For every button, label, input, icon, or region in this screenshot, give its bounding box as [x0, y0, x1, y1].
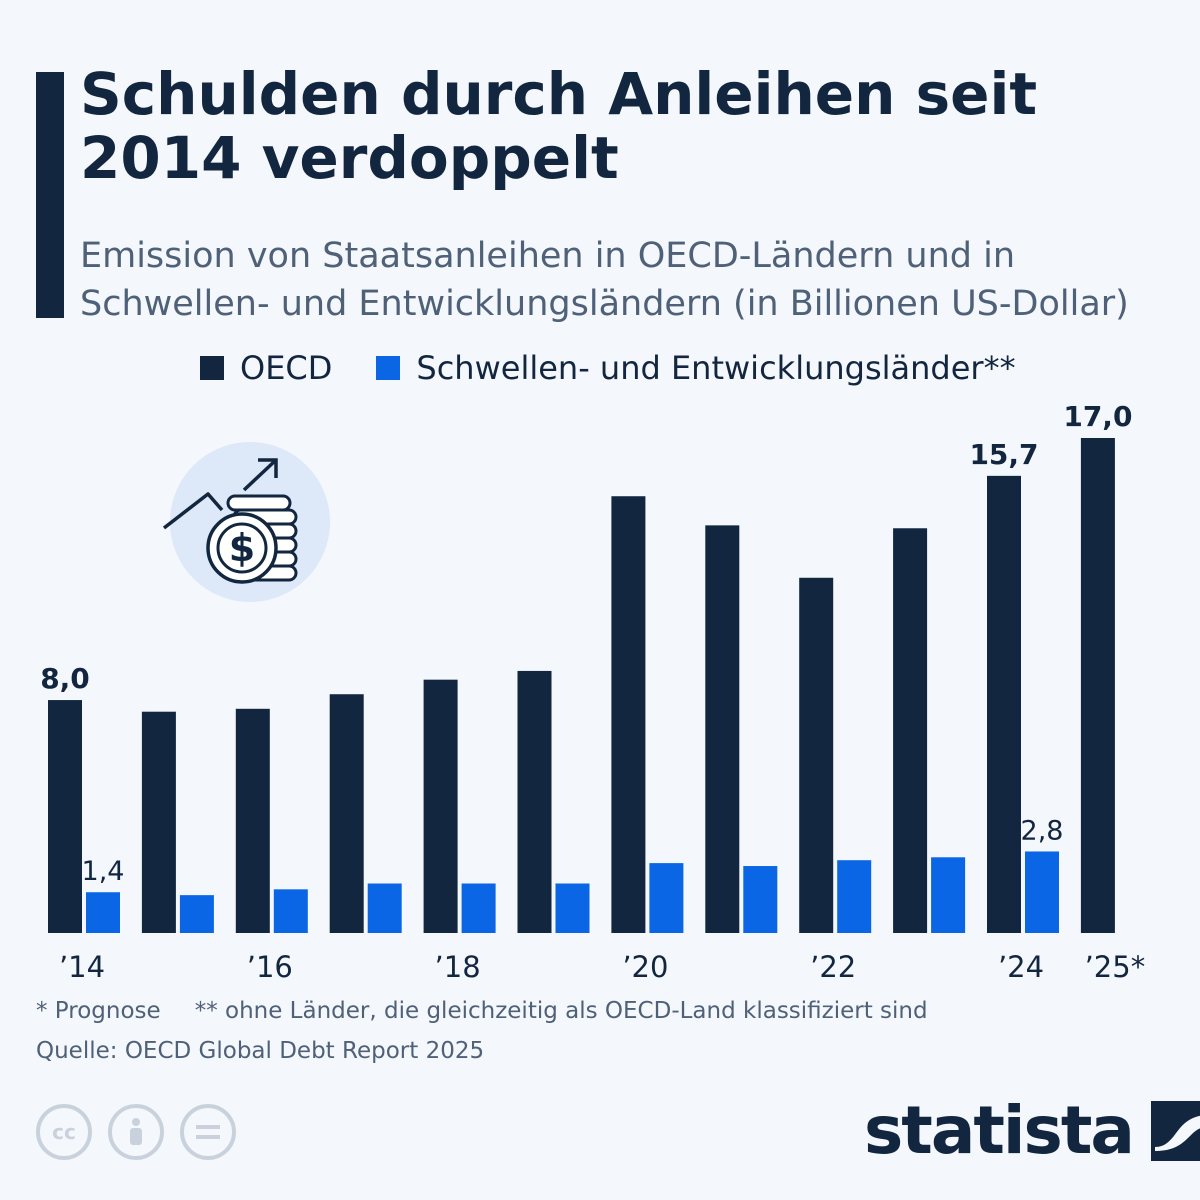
- legend-swatch-emerging: [376, 356, 401, 380]
- legend-item-oecd: OECD: [200, 349, 332, 387]
- data-label-emerging-2014: 1,4: [82, 856, 125, 887]
- bar-oecd-2025: [1080, 438, 1115, 933]
- x-tick-label-2020: ’20: [622, 950, 668, 984]
- bar-oecd-2021: [705, 525, 740, 933]
- bar-emerging-2020: [649, 863, 684, 933]
- source-note: Quelle: OECD Global Debt Report 2025: [36, 1038, 485, 1064]
- bar-emerging-2016: [273, 889, 308, 933]
- x-tick-label-2018: ’18: [435, 950, 481, 984]
- bar-emerging-2017: [367, 883, 402, 933]
- statista-logo-icon: [1150, 1101, 1200, 1161]
- bar-oecd-2023: [893, 528, 928, 933]
- x-tick-label-2025: ’25*: [1085, 950, 1146, 984]
- bar-emerging-2018: [461, 883, 496, 933]
- bar-oecd-2016: [235, 708, 270, 933]
- x-tick-label-2024: ’24: [998, 950, 1044, 984]
- cc-icon[interactable]: cc: [36, 1104, 92, 1160]
- statista-brand[interactable]: statista: [864, 1096, 1200, 1166]
- footnotes: * Prognose ** ohne Länder, die gleichzei…: [36, 998, 962, 1024]
- bar-emerging-2015: [179, 895, 214, 933]
- data-label-oecd-2024: 15,7: [969, 438, 1038, 471]
- bar-emerging-2024: [1025, 851, 1059, 933]
- license-icons: cc: [36, 1104, 252, 1160]
- bar-oecd-2018: [423, 679, 458, 933]
- bar-oecd-2024: [987, 475, 1021, 933]
- bar-oecd-2014: [48, 700, 82, 933]
- data-label-oecd-2025: 17,0: [1063, 400, 1132, 433]
- bar-emerging-2022: [837, 860, 872, 933]
- legend-label-emerging: Schwellen- und Entwicklungsländer**: [416, 349, 1016, 387]
- accent-bar: [36, 72, 64, 318]
- bar-oecd-2020: [611, 496, 646, 933]
- legend: OECD Schwellen- und Entwicklungsländer**: [200, 346, 1060, 390]
- chart-subtitle: Emission von Staatsanleihen in OECD-Länd…: [80, 236, 1129, 324]
- bar-emerging-2019: [555, 883, 590, 933]
- footnote-forecast: * Prognose: [36, 998, 161, 1024]
- chart-title: Schulden durch Anleihen seit 2014 verdop…: [80, 60, 1038, 192]
- data-label-emerging-2024: 2,8: [1021, 815, 1064, 846]
- bar-emerging-2023: [931, 857, 966, 933]
- data-label-oecd-2014: 8,0: [40, 662, 90, 695]
- bar-emerging-2021: [743, 866, 778, 933]
- equals-icon[interactable]: [180, 1104, 236, 1160]
- bar-emerging-2014: [86, 892, 120, 933]
- legend-item-emerging: Schwellen- und Entwicklungsländer**: [376, 349, 1016, 387]
- person-icon[interactable]: [108, 1104, 164, 1160]
- svg-text:$: $: [229, 526, 255, 570]
- legend-swatch-oecd: [200, 356, 224, 380]
- bar-oecd-2017: [329, 694, 364, 933]
- bar-oecd-2015: [141, 711, 176, 933]
- bar-oecd-2019: [517, 670, 552, 933]
- brand-name: statista: [864, 1092, 1135, 1169]
- x-tick-label-2016: ’16: [247, 950, 293, 984]
- money-growth-icon: $: [160, 440, 340, 610]
- x-tick-label-2022: ’22: [810, 950, 856, 984]
- legend-label-oecd: OECD: [240, 349, 333, 387]
- bar-oecd-2022: [799, 577, 834, 933]
- x-tick-label-2014: ’14: [59, 950, 105, 984]
- footnote-country-note: ** ohne Länder, die gleichzeitig als OEC…: [194, 998, 928, 1024]
